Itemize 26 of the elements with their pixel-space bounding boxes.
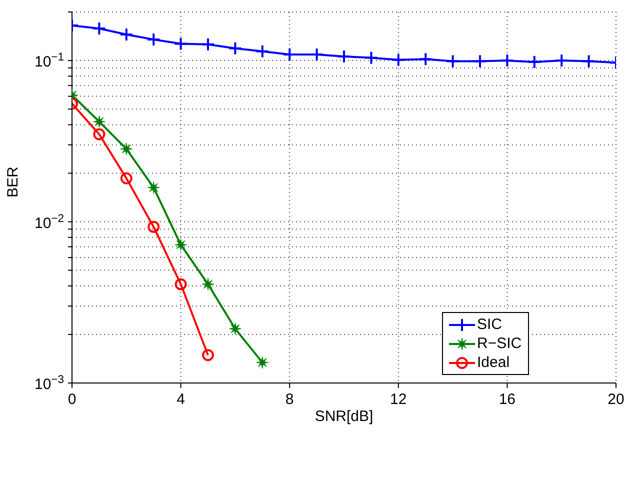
point — [147, 181, 160, 194]
point — [202, 278, 214, 290]
point — [256, 356, 269, 369]
y-tick-label: 10$^{−2}$ — [34, 212, 64, 232]
point — [120, 172, 132, 184]
point — [148, 220, 160, 233]
x-tick-label: 4 — [176, 391, 185, 408]
legend-label: R−SIC — [477, 335, 522, 352]
point — [92, 115, 106, 128]
point — [202, 349, 214, 362]
point — [174, 238, 188, 252]
y-axis-title: BER — [4, 166, 22, 198]
x-tick-label: 0 — [68, 391, 76, 408]
x-tick-label: 20 — [608, 391, 624, 408]
x-axis-title: SNR[dB] — [314, 408, 374, 425]
point — [174, 278, 187, 290]
y-tick-label: 10$^{−1}$ — [34, 52, 64, 71]
legend-label: SIC — [477, 316, 502, 333]
y-tick-label: 10$^{−3}$ — [34, 374, 64, 393]
point — [228, 322, 242, 335]
point — [93, 128, 106, 140]
x-tick-label: 12 — [390, 391, 407, 408]
point — [120, 142, 133, 156]
x-tick-label: 8 — [285, 391, 294, 408]
legend-label: Ideal — [477, 354, 510, 371]
x-tick-label: 16 — [498, 391, 516, 408]
